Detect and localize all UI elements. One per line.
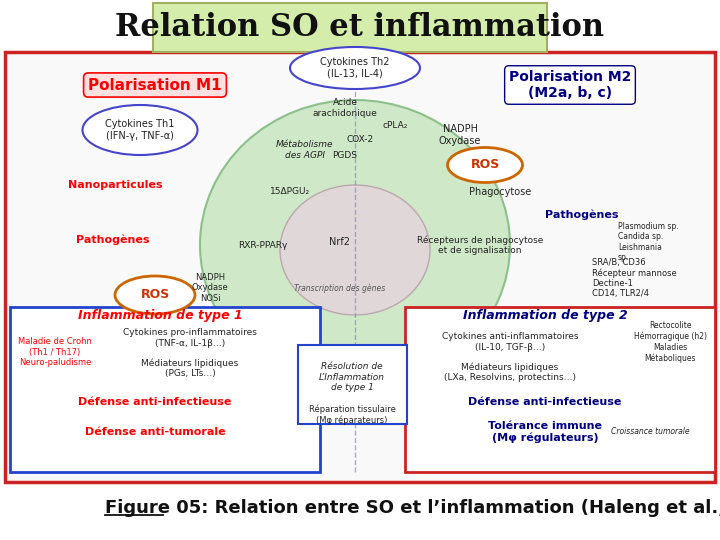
Text: Maladie de Crohn
(Th1 / Th17)
Neuro-paludisme: Maladie de Crohn (Th1 / Th17) Neuro-palu… bbox=[18, 337, 92, 367]
Text: Défense anti-tumorale: Défense anti-tumorale bbox=[85, 427, 225, 437]
Text: Cytokines anti-inflammatoires
(IL-10, TGF-β…): Cytokines anti-inflammatoires (IL-10, TG… bbox=[442, 332, 578, 352]
Text: Plasmodium sp.
Candida sp.
Leishmania
sp.: Plasmodium sp. Candida sp. Leishmania sp… bbox=[618, 222, 679, 262]
Text: Cytokines Th1
(IFN-γ, TNF-α): Cytokines Th1 (IFN-γ, TNF-α) bbox=[105, 119, 175, 141]
Text: Pathogènes: Pathogènes bbox=[76, 235, 150, 245]
Text: Rectocolite
Hémorragique (h2)
Maladies
Métaboliques: Rectocolite Hémorragique (h2) Maladies M… bbox=[634, 321, 706, 363]
FancyBboxPatch shape bbox=[405, 307, 715, 472]
Text: SRA/B, CD36
Récepteur mannose
Dectine-1
CD14, TLR2/4: SRA/B, CD36 Récepteur mannose Dectine-1 … bbox=[592, 258, 677, 299]
Ellipse shape bbox=[448, 147, 523, 183]
Text: ROS: ROS bbox=[470, 159, 500, 172]
Text: Acide
arachidonique: Acide arachidonique bbox=[312, 98, 377, 118]
Text: Défense anti-infectieuse: Défense anti-infectieuse bbox=[78, 397, 232, 407]
Text: Polarisation M1: Polarisation M1 bbox=[88, 78, 222, 92]
Text: Médiateurs lipidiques
(PGs, LTs…): Médiateurs lipidiques (PGs, LTs…) bbox=[141, 358, 238, 378]
Text: Transcription des gènes: Transcription des gènes bbox=[294, 284, 386, 293]
Text: COX-2: COX-2 bbox=[346, 136, 374, 145]
Text: Tolérance immune
(Mφ régulateurs): Tolérance immune (Mφ régulateurs) bbox=[488, 421, 602, 443]
Text: Inflammation de type 2: Inflammation de type 2 bbox=[463, 309, 627, 322]
Ellipse shape bbox=[83, 105, 197, 155]
Text: Polarisation M2
(M2a, b, c): Polarisation M2 (M2a, b, c) bbox=[509, 70, 631, 100]
Text: Pathogènes: Pathogènes bbox=[545, 210, 618, 220]
Ellipse shape bbox=[290, 47, 420, 89]
Text: Nanoparticules: Nanoparticules bbox=[68, 180, 162, 190]
Text: Phagocytose: Phagocytose bbox=[469, 187, 531, 197]
Text: Métabolisme
des AGPI: Métabolisme des AGPI bbox=[276, 140, 334, 160]
Ellipse shape bbox=[280, 185, 430, 315]
Text: Figure 05: Relation entre SO et l’inflammation (Haleng et al., 2007).: Figure 05: Relation entre SO et l’inflam… bbox=[105, 499, 720, 517]
Text: Inflammation de type 1: Inflammation de type 1 bbox=[78, 309, 243, 322]
FancyBboxPatch shape bbox=[5, 52, 715, 482]
Text: ROS: ROS bbox=[140, 288, 170, 301]
Text: Relation SO et inflammation: Relation SO et inflammation bbox=[115, 11, 605, 43]
FancyBboxPatch shape bbox=[153, 3, 547, 52]
FancyBboxPatch shape bbox=[298, 345, 407, 424]
Text: Cytokines pro-inflammatoires
(TNF-α, IL-1β…): Cytokines pro-inflammatoires (TNF-α, IL-… bbox=[123, 328, 257, 348]
Ellipse shape bbox=[115, 276, 195, 314]
Text: Médiateurs lipidiques
(LXa, Resolvins, protectins…): Médiateurs lipidiques (LXa, Resolvins, p… bbox=[444, 362, 576, 382]
Text: RXR-PPARγ: RXR-PPARγ bbox=[238, 240, 288, 249]
Text: NADPH
Oxydase
NOSi: NADPH Oxydase NOSi bbox=[192, 273, 228, 303]
Text: Croissance tumorale: Croissance tumorale bbox=[611, 428, 690, 436]
Text: cPLA₂: cPLA₂ bbox=[382, 120, 408, 130]
Text: NADPH
Oxydase: NADPH Oxydase bbox=[438, 124, 481, 146]
FancyBboxPatch shape bbox=[10, 307, 320, 472]
Text: Réparation tissulaire
(Mφ réparateurs): Réparation tissulaire (Mφ réparateurs) bbox=[309, 405, 395, 426]
Text: Défense anti-infectieuse: Défense anti-infectieuse bbox=[468, 397, 621, 407]
Text: 15ΔPGU₂: 15ΔPGU₂ bbox=[270, 187, 310, 197]
Ellipse shape bbox=[200, 100, 510, 390]
Text: Cytokines Th2
(IL-13, IL-4): Cytokines Th2 (IL-13, IL-4) bbox=[320, 57, 390, 79]
Text: Résolution de
L’Inflammation
de type 1: Résolution de L’Inflammation de type 1 bbox=[319, 362, 385, 392]
Text: PGDS: PGDS bbox=[333, 151, 358, 159]
Text: Nrf2: Nrf2 bbox=[330, 237, 351, 247]
Text: Récepteurs de phagocytose
et de signalisation: Récepteurs de phagocytose et de signalis… bbox=[417, 235, 543, 255]
